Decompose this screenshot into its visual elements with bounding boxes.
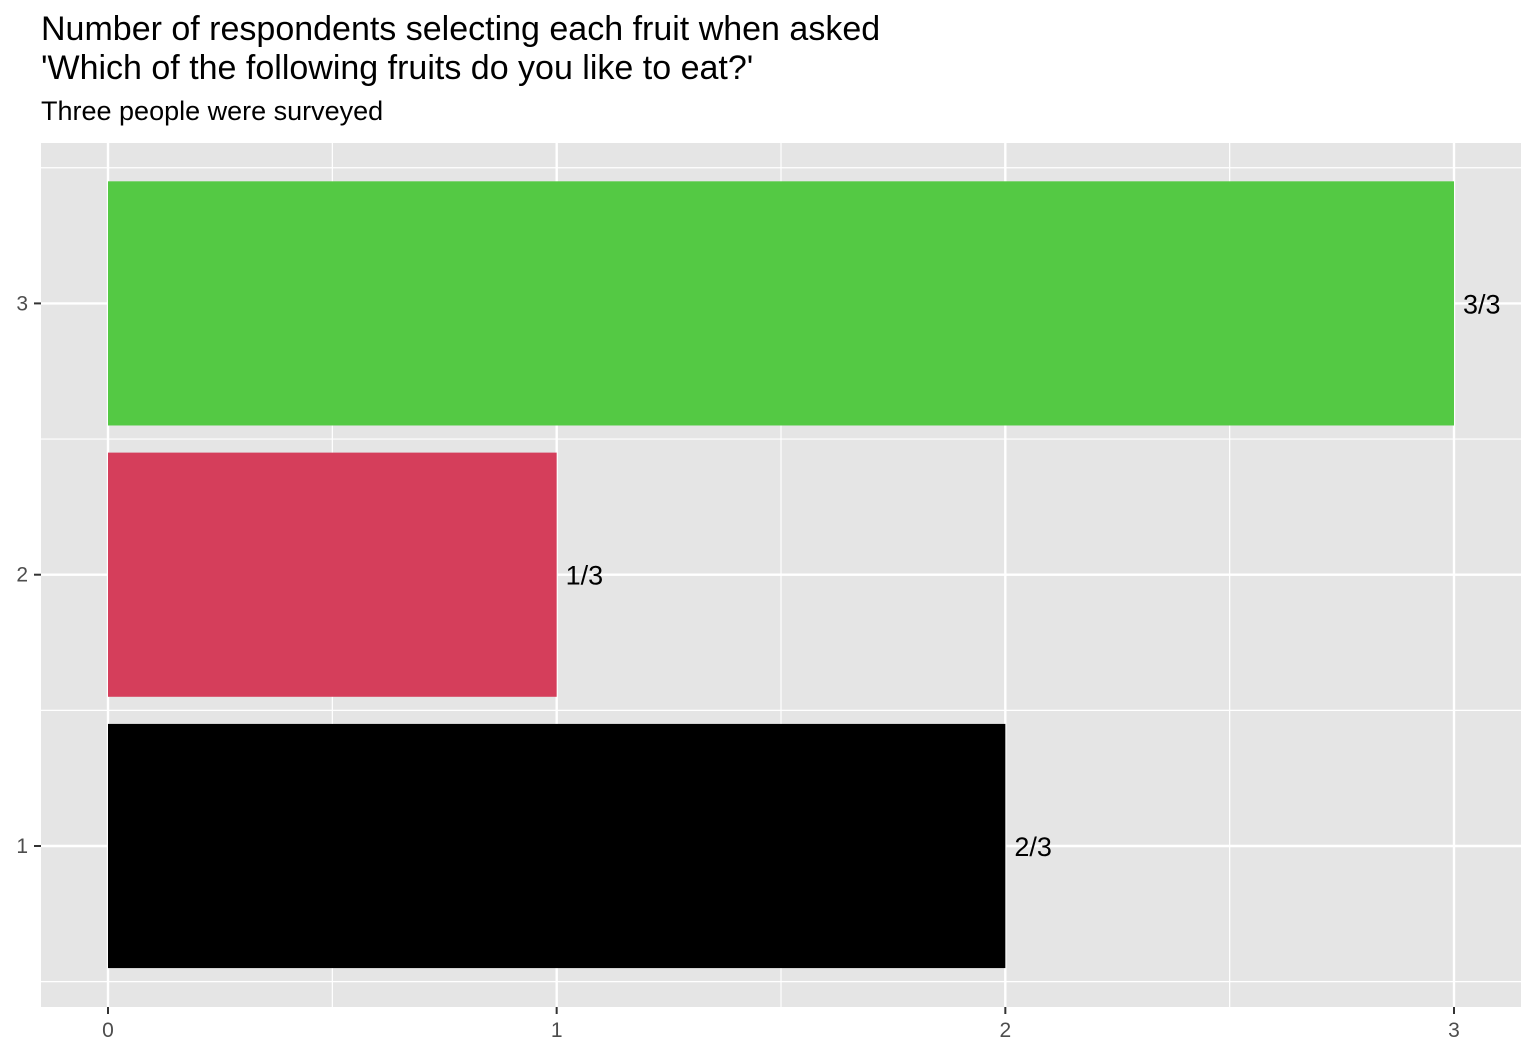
x-tick-label-1: 1 — [551, 1019, 563, 1042]
y-tick-label-1: 1 — [16, 835, 28, 858]
chart-subtitle: Three people were surveyed — [41, 96, 383, 126]
bar-3 — [108, 181, 1454, 426]
y-axis: 1 2 3 — [16, 292, 41, 858]
chart-title-line: 'Which of the following fruits do you li… — [41, 49, 753, 87]
data-labels: 2/3 1/3 3/3 — [566, 289, 1501, 862]
x-tick-label-3: 3 — [1448, 1019, 1460, 1042]
data-label-1: 2/3 — [1014, 832, 1052, 862]
chart-title-line: Number of respondents selecting each fru… — [41, 10, 880, 48]
bars — [108, 181, 1454, 969]
x-axis: 0 1 2 3 — [102, 1007, 1460, 1042]
y-tick-label-2: 2 — [16, 564, 28, 587]
data-label-2: 1/3 — [566, 561, 604, 591]
bar-2 — [108, 452, 557, 697]
x-tick-label-2: 2 — [999, 1019, 1011, 1042]
x-tick-label-0: 0 — [102, 1019, 114, 1042]
chart-title: Number of respondents selecting each fru… — [41, 10, 880, 87]
bar-1 — [108, 723, 1006, 969]
y-tick-label-3: 3 — [16, 292, 28, 315]
data-label-3: 3/3 — [1463, 289, 1501, 319]
